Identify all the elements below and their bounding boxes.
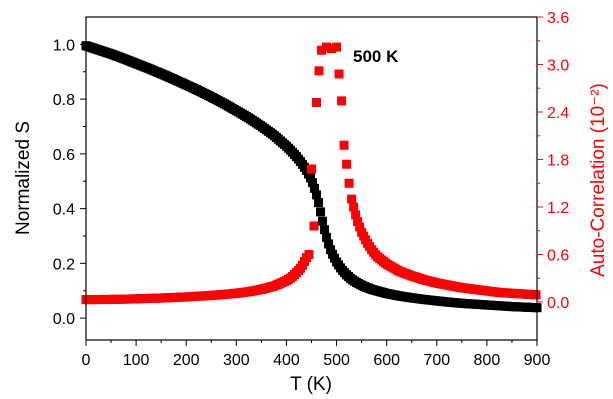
- y-tick-label: 0.8: [53, 92, 75, 109]
- x-tick-label: 800: [474, 352, 501, 369]
- series-right: [81, 42, 541, 305]
- y-tick-label: 0.6: [53, 147, 75, 164]
- data-point: [308, 178, 318, 188]
- data-point: [327, 44, 337, 54]
- data-point: [353, 217, 363, 227]
- data-point: [312, 98, 322, 107]
- data-point: [318, 216, 328, 226]
- data-point: [324, 239, 334, 249]
- x-axis-ticks: 0 100 200 300 400 500 600 700 800 900: [82, 340, 551, 369]
- y2-tick-label: 0.0: [547, 295, 569, 312]
- data-point: [326, 245, 336, 255]
- data-point: [307, 164, 316, 174]
- data-point: [316, 207, 326, 217]
- data-point: [314, 198, 324, 208]
- y-axis-label: Normalized S: [13, 121, 34, 235]
- data-points: [81, 41, 542, 313]
- y2-tick-label: 2.4: [547, 105, 569, 122]
- y2-tick-label: 3.0: [547, 58, 569, 75]
- data-point: [322, 42, 332, 52]
- data-point: [342, 159, 352, 169]
- data-point: [531, 290, 541, 300]
- y-tick-label: 1.0: [53, 37, 75, 54]
- data-point: [322, 232, 332, 242]
- data-point: [349, 202, 359, 212]
- x-tick-label: 100: [123, 352, 150, 369]
- data-point: [332, 42, 342, 52]
- y-tick-label: 0.4: [53, 202, 75, 219]
- data-point: [347, 194, 357, 204]
- x-tick-label: 500: [323, 352, 350, 369]
- x-tick-label: 600: [373, 352, 400, 369]
- x-tick-label: 200: [173, 352, 200, 369]
- annotation-500k: 500 K: [353, 47, 399, 66]
- x-tick-label: 700: [423, 352, 450, 369]
- x-tick-label: 400: [273, 352, 300, 369]
- data-point: [305, 173, 315, 183]
- data-point: [337, 96, 347, 106]
- y-tick-label: 0.0: [53, 311, 75, 328]
- data-point: [339, 140, 349, 150]
- data-point: [314, 66, 324, 76]
- data-point: [320, 225, 330, 235]
- y2-tick-label: 3.6: [547, 10, 569, 27]
- y2-axis-label: Auto-Correlation (10⁻²): [588, 83, 609, 277]
- data-point: [355, 222, 365, 232]
- data-point: [344, 178, 354, 188]
- data-point: [312, 190, 322, 200]
- data-point: [351, 210, 361, 220]
- x-tick-label: 300: [223, 352, 250, 369]
- y-tick-label: 0.2: [53, 256, 75, 273]
- y2-tick-label: 1.2: [547, 200, 569, 217]
- y2-tick-label: 1.8: [547, 153, 569, 170]
- data-point: [310, 183, 320, 193]
- y2-axis-ticks: 0.0 0.6 1.2 1.8 2.4 3.0 3.6: [537, 10, 569, 312]
- y2-tick-label: 0.6: [547, 248, 569, 265]
- data-point: [317, 45, 327, 55]
- y-axis-ticks: 0.0 0.2 0.4 0.6 0.8 1.0: [53, 37, 86, 328]
- data-point: [304, 250, 314, 259]
- x-tick-label: 900: [524, 352, 551, 369]
- series-left: [81, 41, 542, 313]
- data-point: [334, 69, 344, 79]
- x-tick-label: 0: [82, 352, 91, 369]
- data-point: [309, 221, 319, 231]
- x-axis-label: T (K): [290, 374, 332, 395]
